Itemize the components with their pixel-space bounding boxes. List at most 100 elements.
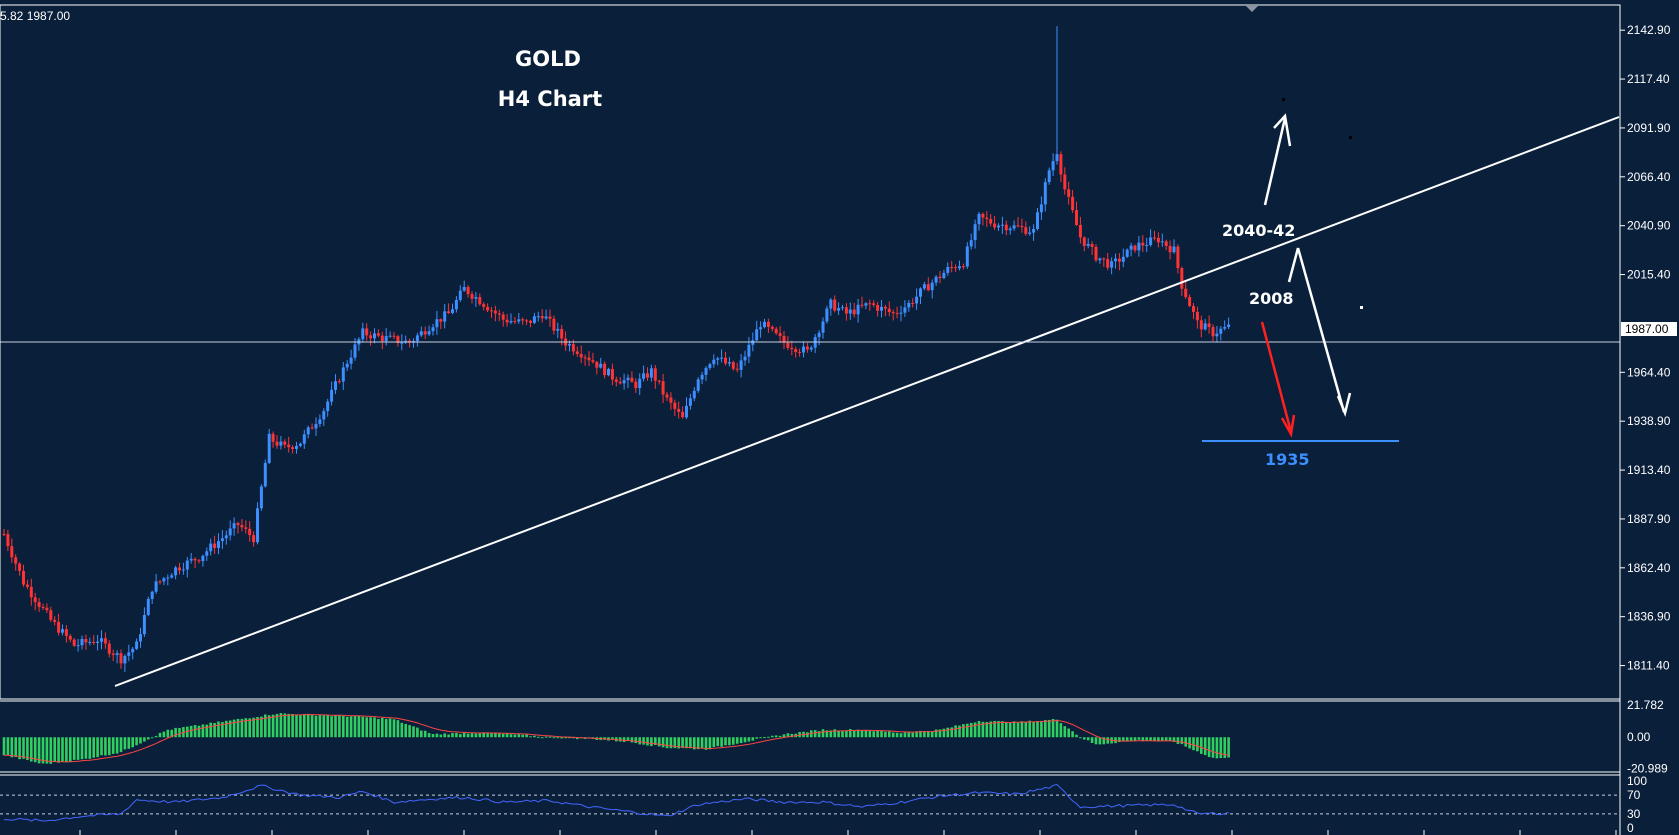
- candle-body: [256, 508, 259, 543]
- candle-body: [259, 486, 263, 509]
- macd-bar: [466, 733, 470, 738]
- candle-body: [950, 267, 954, 269]
- candle-body: [626, 377, 630, 381]
- macd-bar: [755, 737, 758, 739]
- macd-bar: [1215, 737, 1219, 759]
- macd-bar: [104, 737, 107, 756]
- candle-body: [1051, 161, 1055, 171]
- macd-bar: [529, 736, 532, 738]
- candle-body: [240, 525, 244, 528]
- candle-body: [25, 584, 29, 587]
- candle-body: [88, 641, 92, 643]
- macd-bar: [1164, 737, 1168, 741]
- rsi-tick-label: 0: [1627, 821, 1634, 835]
- ohlc-readout: 5.82 1987.00: [0, 9, 70, 23]
- candle-body: [852, 309, 856, 315]
- macd-bar: [1137, 737, 1141, 740]
- macd-bar: [462, 732, 466, 738]
- macd-bar: [310, 714, 314, 738]
- macd-bar: [1129, 737, 1133, 741]
- candle-body: [1160, 241, 1164, 243]
- macd-panel[interactable]: 21.782 0.00 -20.989: [2, 698, 1668, 776]
- macd-bar: [634, 737, 638, 744]
- price-tick-label: 1964.40: [1627, 365, 1671, 379]
- candle-body: [1219, 328, 1223, 334]
- macd-bar: [1133, 737, 1137, 741]
- macd-bar: [84, 737, 88, 759]
- macd-bar: [852, 730, 856, 738]
- macd-bar: [841, 730, 844, 738]
- macd-bar: [759, 737, 762, 739]
- macd-bar: [1196, 737, 1199, 752]
- macd-bar: [143, 737, 146, 742]
- candle-body: [263, 462, 267, 487]
- candle-body: [1102, 258, 1106, 260]
- candle-body: [271, 433, 275, 442]
- candle-body: [400, 342, 404, 344]
- candle-body: [716, 358, 720, 360]
- candle-body: [92, 641, 96, 643]
- candle-body: [794, 349, 798, 352]
- candle-body: [435, 319, 439, 328]
- candle-body: [49, 610, 53, 620]
- macd-bar: [283, 713, 287, 738]
- candle-body: [568, 344, 571, 346]
- candle-body: [595, 361, 599, 368]
- candle-body: [178, 567, 181, 571]
- macd-bar: [501, 733, 505, 738]
- candle-body: [314, 423, 318, 429]
- macd-bar: [306, 713, 310, 738]
- candle-body: [642, 373, 646, 379]
- candle-body: [431, 327, 435, 332]
- candle-body: [267, 433, 271, 463]
- macd-bar: [486, 733, 489, 738]
- time-axis: [79, 830, 1617, 835]
- macd-bar: [338, 715, 341, 738]
- candle-body: [731, 362, 735, 369]
- macd-bar: [392, 719, 396, 738]
- candle-body: [1012, 225, 1016, 229]
- candle-body: [209, 543, 213, 552]
- macd-bar: [891, 732, 895, 738]
- candle-body: [427, 331, 431, 335]
- macd-bar: [1157, 737, 1160, 742]
- candle-body: [817, 332, 821, 338]
- macd-bar: [279, 713, 283, 738]
- macd-bar: [989, 721, 992, 738]
- candle-body: [439, 319, 443, 322]
- macd-bar: [1086, 737, 1090, 741]
- macd-bar: [1149, 737, 1152, 741]
- candle-body: [692, 390, 696, 399]
- macd-bar: [275, 713, 279, 738]
- macd-bar: [552, 737, 556, 739]
- candle-body: [454, 299, 458, 310]
- candle-body: [1106, 259, 1110, 268]
- candle-body: [700, 374, 704, 380]
- drawing-dot: [1349, 136, 1352, 139]
- main-panel[interactable]: GOLD H4 Chart 2040-42 2008 1935 5.82 198…: [0, 9, 1620, 687]
- candle-body: [872, 303, 876, 306]
- macd-bar: [1141, 737, 1145, 742]
- candle-body: [934, 276, 938, 283]
- macd-bar: [92, 737, 95, 758]
- candle-body: [583, 357, 587, 359]
- macd-bar: [252, 717, 255, 738]
- candle-body: [1137, 242, 1141, 251]
- price-tick-label: 2066.40: [1627, 170, 1671, 184]
- macd-bar: [1227, 737, 1230, 758]
- macd-bar: [330, 716, 333, 738]
- candle-body: [217, 541, 220, 548]
- trend-line[interactable]: [114, 116, 1620, 687]
- candle-body: [1149, 237, 1153, 246]
- candle-body: [197, 560, 201, 562]
- candle-body: [396, 336, 400, 343]
- macd-bar: [677, 737, 680, 749]
- candle-body: [646, 373, 649, 378]
- candle-body: [490, 310, 493, 312]
- macd-bar: [845, 730, 848, 738]
- macd-bar: [361, 716, 365, 738]
- macd-bar: [650, 737, 653, 747]
- candle-body: [618, 381, 622, 384]
